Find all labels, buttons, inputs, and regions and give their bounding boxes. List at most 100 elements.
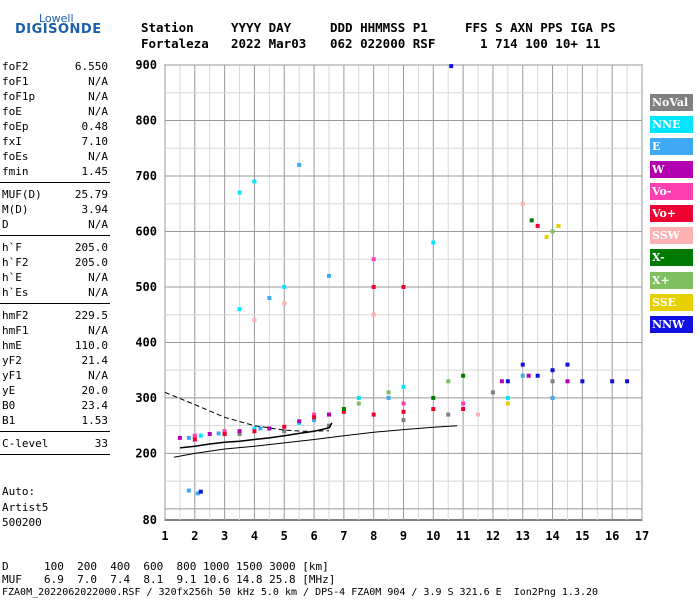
- data-point-vo-: [461, 407, 466, 412]
- header-label-time: DDD HHMMSS P1: [330, 20, 428, 35]
- param-separator: [0, 454, 110, 455]
- param-row-14: h`Es N/A: [2, 286, 108, 300]
- footer-muf-label: MUF: [2, 573, 22, 586]
- param-row-3: foE N/A: [2, 105, 108, 119]
- param-row-2: foF1p N/A: [2, 90, 108, 104]
- x-tick-label: 13: [516, 529, 530, 543]
- param-value: N/A: [88, 218, 108, 231]
- param-value: 7.10: [81, 135, 109, 148]
- footer-d-values: 100 200 400 600 800 1000 1500 3000 [km]: [44, 560, 329, 573]
- param-value: 3.94: [81, 203, 109, 216]
- data-point-sse: [544, 235, 549, 240]
- param-name: C-level: [2, 437, 49, 450]
- data-point-ssw: [252, 318, 257, 323]
- data-point-nnw: [550, 368, 555, 373]
- data-point-x-: [529, 218, 534, 223]
- param-name: M(D): [2, 203, 29, 216]
- data-point-x-: [356, 401, 361, 406]
- param-row-5: fxI 7.10: [2, 135, 108, 149]
- data-point-vo-: [192, 437, 197, 442]
- param-name: foF1p: [2, 90, 36, 103]
- data-point-x-: [341, 407, 346, 412]
- x-tick-label: 17: [635, 529, 649, 543]
- data-point-noval: [446, 412, 451, 417]
- param-name: h`E: [2, 271, 22, 284]
- param-value: N/A: [88, 105, 108, 118]
- data-point-ssw: [282, 301, 287, 306]
- data-point-w: [177, 435, 182, 440]
- data-point-e: [267, 296, 272, 301]
- param-row-17: hmE 110.0: [2, 339, 108, 353]
- data-point-nnw: [580, 379, 585, 384]
- param-row-13: h`E N/A: [2, 271, 108, 285]
- data-point-w: [237, 429, 242, 434]
- data-point-e: [312, 418, 317, 423]
- param-name: foF1: [2, 75, 29, 88]
- trace-solid: [173, 425, 458, 458]
- param-name: D: [2, 218, 9, 231]
- data-point-e: [216, 431, 221, 436]
- data-point-vo-: [312, 415, 317, 420]
- header-value-station: Fortaleza: [141, 36, 209, 51]
- param-row-12: h`F2 205.0: [2, 256, 108, 270]
- data-point-noval: [550, 379, 555, 384]
- data-point-nne: [237, 190, 242, 195]
- param-row-23: C-level 33: [2, 437, 108, 451]
- data-point-e: [186, 435, 191, 440]
- param-value: 1.53: [81, 414, 109, 427]
- footer-d-label: D: [2, 560, 9, 573]
- y-tick-label: 800: [135, 113, 157, 127]
- x-tick-label: 6: [310, 529, 317, 543]
- y-tick-label: 400: [135, 335, 157, 349]
- x-tick-label: 7: [340, 529, 347, 543]
- data-point-noval: [282, 429, 287, 434]
- param-row-15: hmF2 229.5: [2, 309, 108, 323]
- param-row-11: h`F 205.0: [2, 241, 108, 255]
- data-point-vo-: [282, 424, 287, 429]
- data-point-e: [195, 491, 200, 496]
- param-row-0: foF2 6.550: [2, 60, 108, 74]
- data-point-noval: [401, 418, 406, 423]
- x-tick-label: 16: [605, 529, 619, 543]
- x-tick-label: 9: [400, 529, 407, 543]
- param-value: N/A: [88, 75, 108, 88]
- param-name: MUF(D): [2, 188, 42, 201]
- param-name: foE: [2, 105, 22, 118]
- data-point-nne: [252, 179, 257, 184]
- param-row-8: MUF(D) 25.79: [2, 188, 108, 202]
- header-label-date: YYYY DAY: [231, 20, 292, 35]
- data-point-nnw: [520, 362, 525, 367]
- data-point-vo-: [535, 223, 540, 228]
- legend-item-w: W: [650, 160, 693, 178]
- data-point-e: [520, 373, 525, 378]
- header-label-station: Station: [141, 20, 194, 35]
- x-tick-label: 15: [575, 529, 589, 543]
- param-name: fmin: [2, 165, 29, 178]
- param-row-7: fmin 1.45: [2, 165, 108, 179]
- data-point-w: [267, 426, 272, 431]
- data-point-x-: [550, 229, 555, 234]
- legend-item-vo-: Vo+: [650, 205, 693, 222]
- footer-file-info: FZA0M_2022062022000.RSF / 320fx256h 50 k…: [2, 587, 599, 598]
- legend-item-x-: X-: [650, 249, 693, 267]
- param-name: B1: [2, 414, 16, 427]
- param-name: hmF1: [2, 324, 29, 337]
- auto-version: 500200: [2, 516, 42, 529]
- data-point-vo-: [461, 401, 466, 406]
- param-row-6: foEs N/A: [2, 150, 108, 164]
- param-value: 23.4: [81, 399, 109, 412]
- x-tick-label: 4: [251, 529, 258, 543]
- param-value: 1.45: [81, 165, 109, 178]
- data-point-w: [207, 431, 212, 436]
- data-point-nnw: [198, 489, 203, 494]
- param-name: h`Es: [2, 286, 29, 299]
- param-row-9: M(D) 3.94: [2, 203, 108, 217]
- data-point-vo-: [371, 412, 376, 417]
- param-row-18: yF2 21.4: [2, 354, 108, 368]
- data-point-e: [297, 162, 302, 167]
- param-value: 21.4: [81, 354, 109, 367]
- data-point-vo-: [222, 431, 227, 436]
- data-point-nnw: [610, 379, 615, 384]
- legend-item-ssw: SSW: [650, 227, 693, 245]
